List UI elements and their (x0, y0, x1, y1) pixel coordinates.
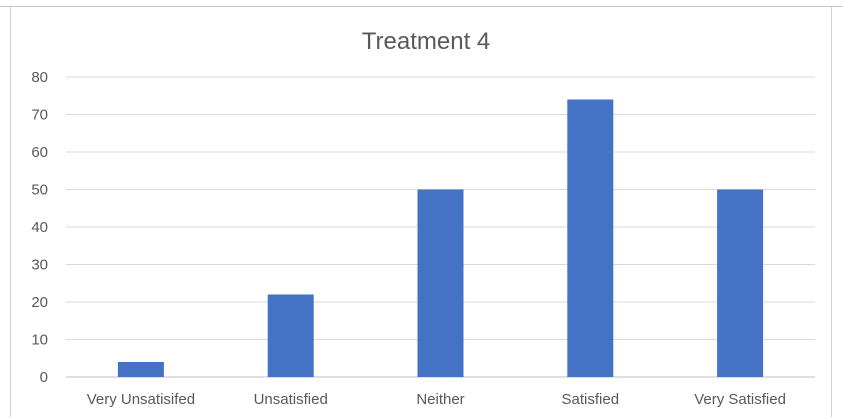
y-tick-label: 10 (31, 332, 48, 349)
x-axis-tick-labels: Very Unsatisifed Unsatisfied Neither Satisf… (87, 391, 786, 408)
x-tick-label: Satisfied (562, 391, 620, 408)
y-tick-label: 30 (31, 257, 48, 274)
chart-border (10, 7, 832, 417)
bar-unsatisfied (267, 294, 314, 377)
bar-very-unsatisifed (117, 362, 164, 377)
y-tick-label: 80 (31, 69, 48, 86)
bar-satisfied (567, 99, 614, 377)
y-tick-label: 20 (31, 294, 48, 311)
bar-neither (417, 189, 464, 377)
y-tick-label: 0 (40, 369, 48, 386)
top-border-strip (0, 0, 843, 7)
x-tick-label: Unsatisfied (254, 391, 328, 408)
y-tick-label: 60 (31, 144, 48, 161)
grid-lines (66, 76, 815, 378)
y-tick-label: 70 (31, 107, 48, 124)
x-tick-label: Very Unsatisifed (87, 391, 195, 408)
bar-very-satisfied (717, 189, 764, 377)
bars (117, 99, 764, 377)
x-tick-label: Neither (416, 391, 464, 408)
chart-title: Treatment 4 (362, 28, 491, 55)
y-axis-tick-labels: 0 10 20 30 40 50 60 70 80 (31, 69, 48, 386)
y-tick-label: 40 (31, 219, 48, 236)
x-tick-label: Very Satisfied (694, 391, 786, 408)
y-tick-label: 50 (31, 182, 48, 199)
